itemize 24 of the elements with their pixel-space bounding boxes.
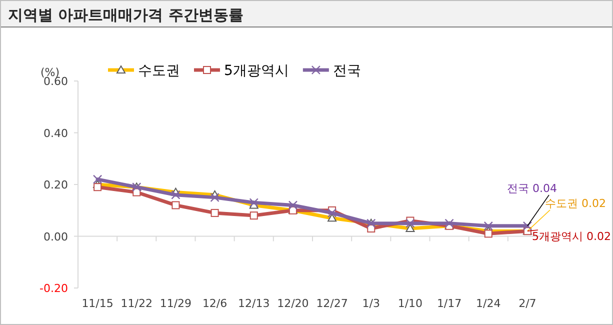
x-tick-label: 12/20	[277, 297, 309, 310]
y-tick-label: -0.20	[40, 282, 68, 295]
x-tick-label: 1/17	[436, 297, 462, 310]
x-tick-label: 11/15	[82, 297, 114, 310]
x-tick-label: 1/24	[476, 297, 501, 310]
x-tick-label: 12/13	[238, 297, 270, 310]
y-tick-label: 0.00	[44, 230, 68, 244]
annotation: 수도권 0.02	[527, 197, 606, 232]
x-tick-label: 1/10	[398, 297, 423, 310]
x-tick-label: 11/22	[120, 297, 152, 310]
annotation: 5개광역시 0.02	[527, 230, 611, 243]
x-tick-label: 2/7	[518, 297, 536, 310]
y-tick-label: 0.20	[44, 178, 68, 192]
annotation: 수도권 0.02	[545, 197, 606, 210]
legend-label: 수도권	[138, 63, 180, 79]
legend-label: 5개광역시	[224, 63, 289, 79]
y-tick-label: 0.40	[44, 126, 68, 140]
x-tick-label: 12/27	[316, 297, 348, 310]
x-tick-label: 11/29	[160, 297, 192, 310]
x-tick-label: 1/3	[362, 297, 380, 310]
legend-label: 전국	[332, 63, 361, 79]
annotation: 전국 0.04	[507, 182, 557, 195]
chart-title: 지역별 아파트매매가격 주간변동률	[8, 6, 244, 24]
x-tick-label: 12/6	[202, 297, 228, 310]
